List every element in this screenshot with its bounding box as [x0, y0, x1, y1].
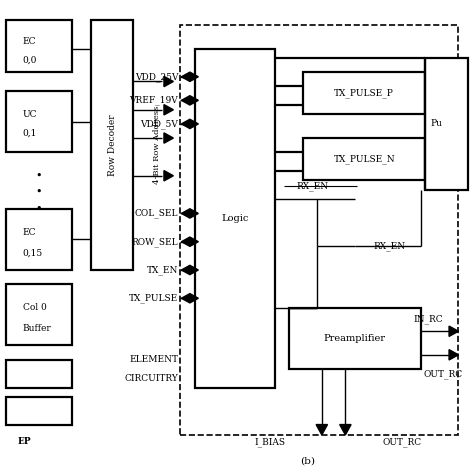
Polygon shape: [449, 326, 458, 337]
Text: OUT_RC: OUT_RC: [423, 369, 462, 379]
Text: 0,1: 0,1: [23, 129, 37, 138]
Text: OUT_RC: OUT_RC: [383, 437, 421, 447]
Polygon shape: [164, 76, 173, 87]
Polygon shape: [182, 209, 198, 218]
Polygon shape: [340, 425, 351, 435]
Text: TX_PULSE: TX_PULSE: [129, 293, 178, 303]
Text: ROW_SEL: ROW_SEL: [131, 237, 178, 246]
Text: •: •: [36, 204, 42, 214]
Polygon shape: [182, 96, 198, 105]
Text: 4-Bit Row Address: 4-Bit Row Address: [153, 106, 161, 184]
Bar: [6, 209, 72, 270]
Text: UC: UC: [23, 110, 37, 119]
Text: 0,15: 0,15: [23, 249, 43, 258]
Bar: [6, 359, 72, 388]
Polygon shape: [182, 237, 198, 246]
Text: RX_EN: RX_EN: [374, 242, 406, 251]
Text: VDD_25V: VDD_25V: [135, 72, 178, 82]
Text: Buffer: Buffer: [23, 324, 51, 333]
Polygon shape: [182, 72, 198, 82]
Bar: [426, 58, 468, 190]
Bar: [195, 48, 275, 388]
Polygon shape: [182, 265, 198, 274]
Text: COL_SEL: COL_SEL: [135, 209, 178, 219]
Text: •: •: [36, 187, 42, 197]
Text: Logic: Logic: [221, 214, 248, 223]
Bar: [181, 25, 458, 435]
Text: TX_PULSE_P: TX_PULSE_P: [334, 89, 394, 98]
Text: TX_EN: TX_EN: [147, 265, 178, 275]
Bar: [6, 284, 72, 346]
Polygon shape: [164, 105, 173, 115]
Bar: [6, 20, 72, 72]
Polygon shape: [182, 293, 198, 303]
Bar: [6, 91, 72, 152]
Text: 0,0: 0,0: [23, 56, 37, 65]
Text: Row Decoder: Row Decoder: [108, 114, 117, 176]
Bar: [91, 20, 133, 270]
Polygon shape: [182, 119, 198, 128]
Polygon shape: [164, 133, 173, 143]
Text: VREF_19V: VREF_19V: [129, 95, 178, 105]
Polygon shape: [449, 350, 458, 360]
Bar: [303, 138, 426, 181]
Text: TX_PULSE_N: TX_PULSE_N: [333, 155, 395, 164]
Polygon shape: [316, 425, 328, 435]
Text: EC: EC: [23, 37, 36, 46]
Bar: [289, 308, 421, 369]
Text: EP: EP: [18, 438, 31, 447]
Text: EC: EC: [23, 228, 36, 237]
Text: Col 0: Col 0: [23, 303, 46, 312]
Polygon shape: [164, 171, 173, 181]
Text: Pu: Pu: [430, 119, 442, 128]
Text: IN_RC: IN_RC: [414, 314, 443, 324]
Bar: [6, 397, 72, 426]
Text: CIRCUITRY: CIRCUITRY: [124, 374, 178, 383]
Text: (b): (b): [300, 456, 315, 465]
Text: VDD_5V: VDD_5V: [140, 119, 178, 129]
Text: RX_EN: RX_EN: [296, 181, 328, 191]
Text: I_BIAS: I_BIAS: [255, 437, 285, 447]
Bar: [303, 72, 426, 115]
Text: ELEMENT: ELEMENT: [129, 355, 178, 364]
Text: Preamplifier: Preamplifier: [324, 334, 386, 343]
Text: •: •: [36, 171, 42, 181]
